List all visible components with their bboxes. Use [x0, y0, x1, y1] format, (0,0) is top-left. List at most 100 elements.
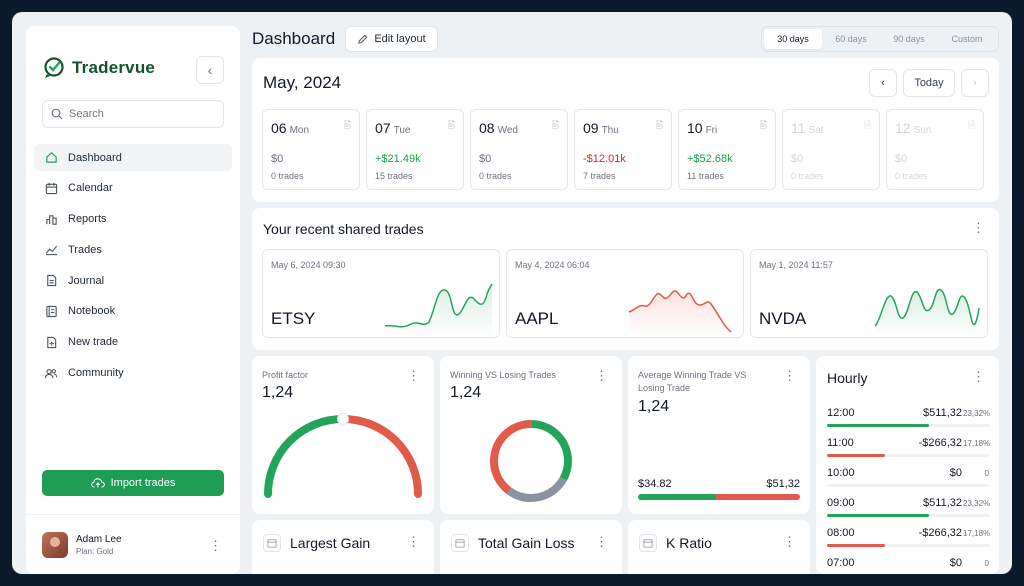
- day-of-week: Fri: [705, 125, 718, 136]
- shared-trade-card[interactable]: May 4, 2024 06:04 AAPL: [506, 249, 744, 338]
- app-window: Tradervue ‹ Dashboard Calendar Reports: [12, 12, 1012, 574]
- hourly-time: 08:00: [827, 527, 855, 539]
- previous-week-button[interactable]: ‹: [869, 69, 897, 97]
- avg-lose-fill: [715, 494, 800, 500]
- hourly-bar-fill: [827, 424, 930, 427]
- note-icon[interactable]: 🗎: [967, 120, 975, 130]
- avatar: [42, 531, 68, 558]
- more-options-icon[interactable]: ⋮: [595, 534, 608, 549]
- day-cell[interactable]: 06 Mon 🗎 $0 0 trades: [262, 109, 360, 190]
- sidebar-item-community[interactable]: Community: [34, 360, 232, 387]
- day-cell[interactable]: 12 Sun 🗎 $0 0 trades: [886, 109, 984, 190]
- hourly-row[interactable]: 11:00 -$266,32 17,18%: [827, 437, 990, 467]
- sidebar-item-notebook[interactable]: Notebook: [34, 298, 232, 325]
- sidebar-item-trades[interactable]: Trades: [34, 236, 232, 263]
- day-cell[interactable]: 10 Fri 🗎 +$52.68k 11 trades: [678, 109, 776, 190]
- hourly-time: 11:00: [827, 437, 854, 449]
- hourly-row[interactable]: 12:00 $511,32 23,32%: [827, 407, 990, 437]
- day-trades: 7 trades: [583, 171, 616, 181]
- day-cell[interactable]: 09 Thu 🗎 -$12.01k 7 trades: [574, 109, 672, 190]
- shared-trade-card[interactable]: May 6, 2024 09:30 ETSY: [262, 249, 500, 338]
- range-custom[interactable]: Custom: [951, 34, 983, 44]
- day-cell[interactable]: 11 Sat 🗎 $0 0 trades: [782, 109, 880, 190]
- hourly-time: 12:00: [827, 407, 855, 419]
- hourly-row[interactable]: 10:00 $0 0: [827, 467, 989, 497]
- total-gain-loss-card: Total Gain Loss ⋮: [440, 520, 622, 574]
- trade-symbol: NVDA: [759, 309, 807, 328]
- import-trades-button[interactable]: Import trades: [42, 470, 224, 496]
- sidebar-item-label: New trade: [68, 336, 119, 349]
- cloud-upload-icon: [90, 478, 105, 488]
- sidebar-item-dashboard[interactable]: Dashboard: [34, 144, 232, 171]
- range-60-days[interactable]: 60 days: [835, 34, 867, 44]
- sparkline: [874, 288, 980, 336]
- hourly-row[interactable]: 09:00 $511,32 23,32%: [827, 497, 990, 527]
- collapse-sidebar-button[interactable]: ‹: [196, 56, 224, 84]
- range-90-days[interactable]: 90 days: [893, 34, 925, 44]
- avg-win-lose-value: 1,24: [638, 398, 670, 415]
- card-title: K Ratio: [666, 535, 712, 551]
- trade-date: May 1, 2024 11:57: [759, 260, 833, 270]
- more-options-icon[interactable]: ⋮: [407, 368, 420, 383]
- sidebar-item-reports[interactable]: Reports: [34, 206, 232, 233]
- win-lose-value: 1,24: [450, 384, 482, 401]
- day-number: 10: [687, 120, 703, 136]
- avg-win-value: $34.82: [638, 478, 672, 490]
- calendar-icon: [263, 534, 281, 552]
- more-options-icon[interactable]: ⋮: [972, 369, 985, 384]
- hourly-value: -$266,32: [918, 527, 962, 539]
- hourly-value: $0: [949, 467, 962, 479]
- trade-symbol: ETSY: [271, 309, 316, 328]
- day-pnl: $0: [479, 153, 492, 165]
- sidebar-item-new-trade[interactable]: New trade: [34, 329, 232, 356]
- bar-chart-icon: [44, 212, 58, 226]
- note-icon[interactable]: 🗎: [863, 120, 871, 130]
- note-icon[interactable]: 🗎: [655, 120, 663, 130]
- hourly-value: -$266,32: [918, 437, 962, 449]
- hourly-percent: 17,18%: [963, 529, 991, 538]
- day-number: 11: [791, 120, 806, 136]
- note-icon[interactable]: 🗎: [551, 120, 559, 130]
- user-profile[interactable]: Adam Lee Plan: Gold ⋮: [26, 514, 240, 574]
- more-options-icon[interactable]: ⋮: [783, 368, 796, 383]
- hourly-time: 09:00: [827, 497, 855, 509]
- next-week-button[interactable]: ›: [961, 69, 989, 97]
- day-pnl: $0: [895, 153, 908, 165]
- more-options-icon[interactable]: ⋮: [209, 538, 222, 553]
- avg-win-lose-card: Average Winning Trade VS Losing Trade ⋮ …: [628, 356, 810, 514]
- day-cell[interactable]: 08 Wed 🗎 $0 0 trades: [470, 109, 568, 190]
- card-title: Winning VS Losing Trades: [450, 370, 557, 380]
- range-30-days[interactable]: 30 days: [764, 29, 822, 49]
- shared-trade-card[interactable]: May 1, 2024 11:57 NVDA: [750, 249, 988, 338]
- chevron-left-icon: ‹: [207, 62, 213, 78]
- day-cell[interactable]: 07 Tue 🗎 +$21.49k 15 trades: [366, 109, 464, 190]
- note-icon[interactable]: 🗎: [447, 120, 455, 130]
- sidebar-item-label: Calendar: [68, 182, 113, 195]
- win-lose-card: Winning VS Losing Trades ⋮ 1,24: [440, 356, 622, 514]
- more-options-icon[interactable]: ⋮: [407, 534, 420, 549]
- logo[interactable]: Tradervue: [42, 56, 155, 80]
- donut-lose-segment: [490, 420, 572, 502]
- avg-lose-value: $51,32: [766, 478, 800, 490]
- search-box[interactable]: [42, 100, 224, 128]
- shared-trades-list: May 6, 2024 09:30 ETSY May 4, 2024 06:04…: [262, 249, 988, 338]
- search-input[interactable]: [69, 108, 209, 120]
- day-number: 07: [375, 120, 391, 136]
- hourly-row[interactable]: 08:00 -$266,32 17,18%: [827, 527, 991, 557]
- avg-win-lose-bar: [638, 494, 800, 500]
- note-icon[interactable]: 🗎: [343, 120, 351, 130]
- more-options-icon[interactable]: ⋮: [595, 368, 608, 383]
- hourly-bar-track: [827, 544, 989, 547]
- today-button[interactable]: Today: [903, 69, 955, 97]
- note-icon[interactable]: 🗎: [759, 120, 767, 130]
- sidebar-item-calendar[interactable]: Calendar: [34, 175, 232, 202]
- hourly-row[interactable]: 07:00 $0 0: [827, 557, 989, 574]
- sidebar-item-label: Trades: [68, 243, 102, 256]
- sidebar-item-journal[interactable]: Journal: [34, 267, 232, 294]
- more-options-icon[interactable]: ⋮: [972, 220, 985, 235]
- calendar-icon: [639, 534, 657, 552]
- sparkline: [384, 283, 493, 336]
- trade-symbol: AAPL: [515, 309, 559, 328]
- more-options-icon[interactable]: ⋮: [783, 534, 796, 549]
- edit-layout-button[interactable]: Edit layout: [345, 26, 438, 52]
